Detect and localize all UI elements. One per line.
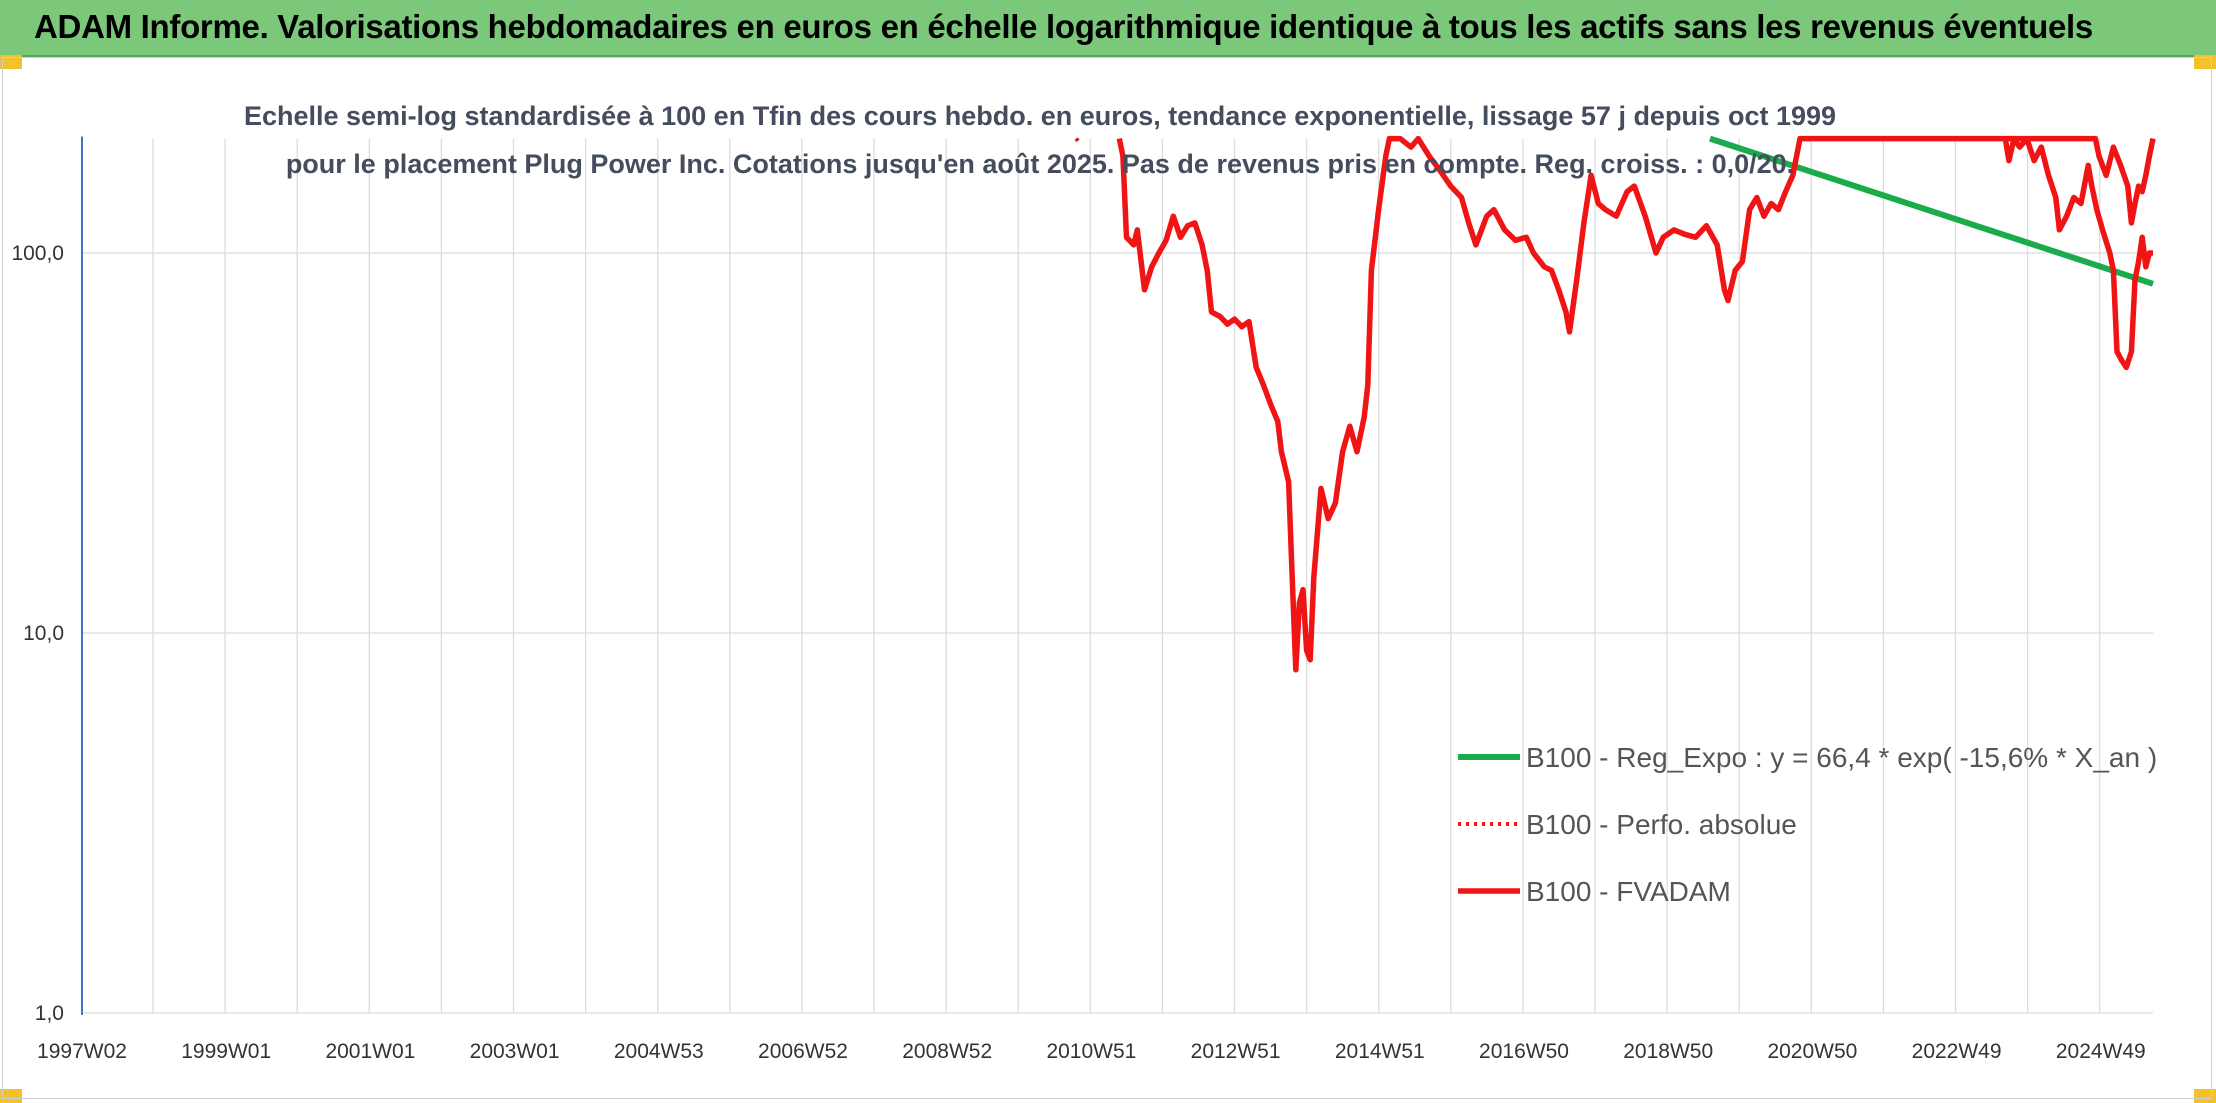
- x-tick-label: 2010W51: [1046, 1040, 1136, 1063]
- x-tick-label: 2022W49: [1912, 1040, 2002, 1063]
- corner-marker-top-right: [2194, 55, 2216, 69]
- x-tick-label: 2006W52: [758, 1040, 848, 1063]
- x-tick-label: 2018W50: [1623, 1040, 1713, 1063]
- legend-label: B100 - Perfo. absolue: [1526, 809, 1797, 840]
- x-tick-label: 1997W02: [37, 1040, 127, 1063]
- corner-marker-bottom-left: [0, 1089, 22, 1103]
- series-line: [1709, 135, 2154, 287]
- x-tick-label: 2004W53: [614, 1040, 704, 1063]
- header-bar: ADAM Informe. Valorisations hebdomadaire…: [0, 0, 2216, 57]
- legend-label: B100 - Reg_Expo : y = 66,4 * exp( -15,6%…: [1526, 742, 2157, 773]
- x-tick-label: 2008W52: [902, 1040, 992, 1063]
- y-tick-label: 1,0: [35, 1002, 64, 1025]
- corner-marker-top-left: [0, 55, 22, 69]
- y-tick-label: 10,0: [23, 622, 64, 645]
- series-line: [2002, 135, 2153, 371]
- x-tick-label: 2012W51: [1191, 1040, 1281, 1063]
- x-tick-label: 1999W01: [181, 1040, 271, 1063]
- corner-marker-bottom-right: [2194, 1089, 2216, 1103]
- chart-title: Echelle semi-log standardisée à 100 en T…: [243, 101, 1837, 179]
- series-line: [1116, 135, 2156, 673]
- y-tick-label: 100,0: [11, 242, 64, 265]
- header-title: ADAM Informe. Valorisations hebdomadaire…: [34, 8, 2093, 45]
- series-line: [1074, 137, 1082, 145]
- chart-frame: [2, 57, 2212, 1099]
- x-tick-label: 2020W50: [1767, 1040, 1857, 1063]
- x-tick-label: 2014W51: [1335, 1040, 1425, 1063]
- x-tick-label: 2024W49: [2056, 1040, 2146, 1063]
- x-tick-label: 2003W01: [470, 1040, 560, 1063]
- legend-label: B100 - FVADAM: [1526, 876, 1731, 907]
- x-tick-label: 2001W01: [325, 1040, 415, 1063]
- x-tick-label: 2016W50: [1479, 1040, 1569, 1063]
